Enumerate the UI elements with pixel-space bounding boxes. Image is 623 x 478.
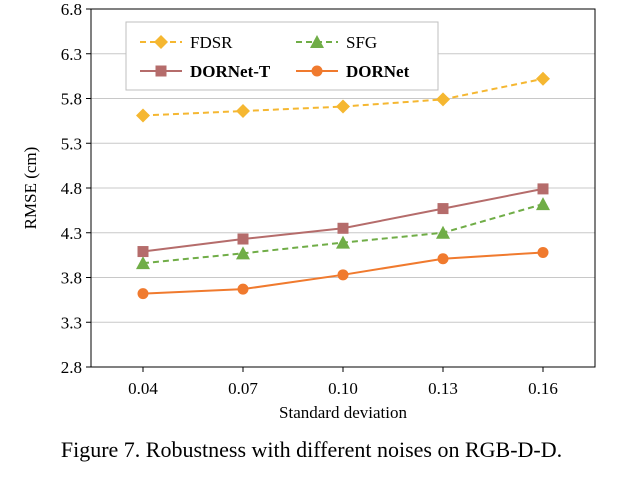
legend-entry-fdsr: FDSR bbox=[140, 33, 233, 52]
data-point-sfg bbox=[336, 235, 350, 249]
series-sfg bbox=[136, 197, 550, 270]
legend-marker-sfg bbox=[310, 35, 324, 48]
data-point-fdsr bbox=[236, 104, 250, 119]
data-point-sfg bbox=[536, 197, 550, 211]
x-tick-label: 0.10 bbox=[328, 379, 358, 398]
figure-caption: Figure 7. Robustness with different nois… bbox=[60, 437, 563, 462]
data-point-fdsr bbox=[336, 99, 350, 114]
series-dornet-t bbox=[137, 183, 549, 258]
line-chart: 2.8 3.3 3.8 4.3 4.8 5.3 5.8 6.3 6.8 0.04 0.07 0.10… bbox=[21, 0, 596, 422]
legend-box bbox=[125, 21, 439, 91]
x-axis-ticks: 0.04 0.07 0.10 0.13 0.16 bbox=[128, 367, 558, 398]
y-axis-label: RMSE (cm) bbox=[21, 147, 40, 230]
data-point-fdsr bbox=[536, 71, 550, 86]
legend: FDSR SFG DORNet-T DORNet bbox=[125, 21, 439, 91]
grid-lines bbox=[91, 53, 595, 323]
series-dornet bbox=[137, 246, 549, 300]
legend-label: DORNet-T bbox=[190, 62, 271, 81]
data-point-dornet bbox=[337, 269, 349, 281]
data-point-sfg bbox=[136, 256, 150, 270]
x-tick-label: 0.16 bbox=[528, 379, 558, 398]
y-tick-label: 5.8 bbox=[61, 90, 82, 109]
y-tick-label: 5.3 bbox=[61, 134, 82, 153]
y-tick-label: 2.8 bbox=[61, 358, 82, 377]
data-point-dornet bbox=[437, 253, 449, 265]
legend-entry-sfg: SFG bbox=[296, 33, 377, 52]
y-axis-ticks: 2.8 3.3 3.8 4.3 4.8 5.3 5.8 6.3 6.8 bbox=[61, 0, 91, 377]
data-point-dornet-t bbox=[537, 183, 549, 195]
x-tick-label: 0.04 bbox=[128, 379, 158, 398]
data-point-fdsr bbox=[136, 108, 150, 123]
data-point-dornet bbox=[137, 288, 149, 300]
y-tick-label: 6.3 bbox=[61, 45, 82, 64]
x-tick-label: 0.07 bbox=[228, 379, 258, 398]
y-tick-label: 6.8 bbox=[61, 0, 82, 19]
y-tick-label: 3.8 bbox=[61, 269, 82, 288]
series-group bbox=[136, 71, 550, 300]
data-point-fdsr bbox=[436, 92, 450, 107]
x-tick-label: 0.13 bbox=[428, 379, 458, 398]
data-point-sfg bbox=[436, 225, 450, 239]
legend-label: DORNet bbox=[346, 62, 410, 81]
legend-entry-dornet-t: DORNet-T bbox=[140, 62, 271, 81]
data-point-dornet bbox=[537, 246, 549, 258]
legend-entry-dornet: DORNet bbox=[296, 62, 410, 81]
legend-marker-dornet-t bbox=[155, 65, 167, 77]
y-tick-label: 4.3 bbox=[61, 224, 82, 243]
data-point-dornet-t bbox=[437, 203, 449, 215]
data-point-dornet-t bbox=[337, 222, 349, 234]
legend-label: FDSR bbox=[190, 33, 233, 52]
legend-label: SFG bbox=[346, 33, 377, 52]
data-point-dornet bbox=[237, 283, 249, 295]
y-tick-label: 4.8 bbox=[61, 179, 82, 198]
legend-marker-fdsr bbox=[154, 35, 168, 49]
legend-marker-dornet bbox=[311, 65, 323, 77]
y-tick-label: 3.3 bbox=[61, 313, 82, 332]
data-point-dornet-t bbox=[137, 246, 149, 258]
data-point-sfg bbox=[236, 246, 250, 260]
data-point-dornet-t bbox=[237, 233, 249, 245]
x-axis-label: Standard deviation bbox=[279, 403, 407, 422]
series-fdsr bbox=[136, 71, 550, 123]
